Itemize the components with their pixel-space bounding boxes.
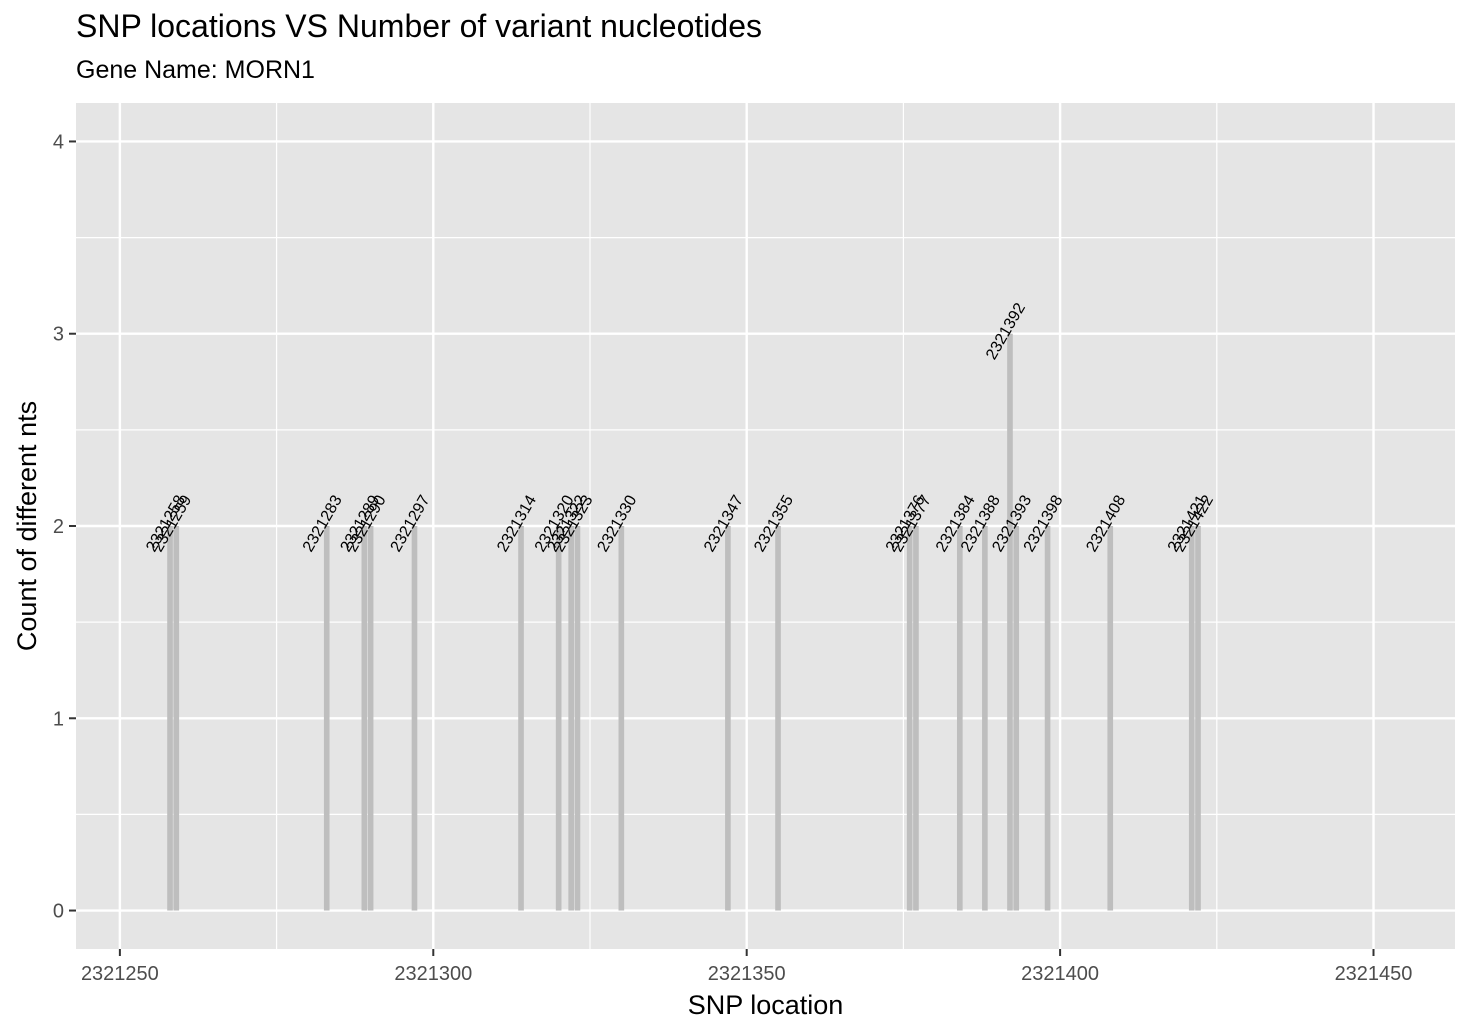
- bar: [574, 526, 581, 911]
- bar: [913, 526, 919, 911]
- x-tick-label: 2321400: [1021, 963, 1099, 985]
- bar: [323, 526, 330, 911]
- bar: [1107, 526, 1114, 911]
- chart-subtitle: Gene Name: MORN1: [76, 56, 315, 84]
- bar: [367, 526, 374, 911]
- bar: [361, 526, 368, 911]
- bar: [568, 526, 575, 911]
- x-axis-title: SNP location: [688, 990, 844, 1020]
- y-tick-label: 4: [53, 131, 64, 153]
- bar: [1188, 526, 1195, 911]
- x-tick-label: 2321350: [708, 963, 786, 985]
- bar: [775, 526, 781, 911]
- bar: [982, 526, 988, 911]
- bar: [167, 526, 173, 911]
- bar: [618, 526, 625, 911]
- y-axis-title: Count of different nts: [12, 401, 42, 651]
- bar: [1013, 526, 1020, 911]
- y-tick-label: 2: [53, 516, 64, 538]
- x-tick-label: 2321300: [394, 963, 472, 985]
- bar: [1044, 526, 1051, 911]
- bar: [725, 526, 731, 911]
- chart-title: SNP locations VS Number of variant nucle…: [76, 8, 762, 44]
- major-gridlines: [76, 103, 1455, 949]
- bar: [906, 526, 913, 911]
- y-axis: 0 1 2 3 4: [53, 131, 76, 923]
- y-tick-label: 0: [53, 901, 64, 923]
- bar: [173, 526, 180, 911]
- bar: [411, 526, 418, 911]
- bar: [555, 526, 562, 911]
- bar: [518, 526, 524, 911]
- y-tick-label: 3: [53, 324, 64, 346]
- bar: [956, 526, 963, 911]
- bar: [1195, 526, 1201, 911]
- x-tick-label: 2321250: [81, 963, 159, 985]
- x-tick-label: 2321450: [1335, 963, 1413, 985]
- y-tick-label: 1: [53, 708, 64, 730]
- bars-group: [167, 333, 1201, 911]
- bar: [1007, 333, 1013, 911]
- x-axis: 2321250 2321300 2321350 2321400 2321450: [81, 949, 1413, 985]
